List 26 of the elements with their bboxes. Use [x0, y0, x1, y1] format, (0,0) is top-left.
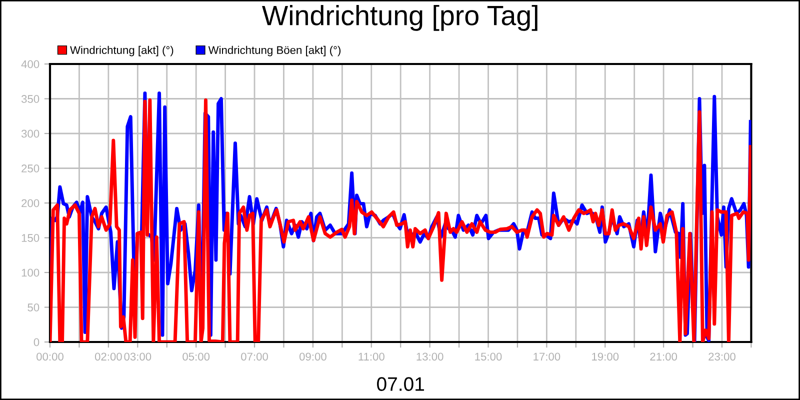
x-axis-title: 07.01 — [377, 377, 424, 391]
y-tick-label: 200 — [22, 199, 40, 208]
x-tick-label: 02:00 — [94, 352, 122, 361]
y-tick-label: 400 — [21, 60, 40, 68]
x-tick-label: 11:00 — [358, 352, 384, 361]
legend-label: Windrichtung [akt] (°) — [70, 46, 174, 56]
x-tick-label: 15:00 — [475, 352, 502, 361]
x-tick-label: 21:00 — [650, 352, 678, 361]
y-tick-label: 50 — [28, 304, 40, 312]
y-tick-label: 300 — [21, 130, 40, 138]
x-tick-label: 23:00 — [708, 352, 736, 361]
y-tick-label: 100 — [22, 268, 40, 277]
x-tick-label: 19:00 — [592, 352, 619, 361]
x-tick-label: 00:00 — [36, 352, 64, 361]
chart-title: Windrichtung [pro Tag] — [262, 4, 538, 31]
x-tick-label: 13:00 — [416, 352, 444, 361]
x-tick-label: 07:00 — [241, 352, 268, 361]
y-tick-label: 0 — [34, 338, 40, 346]
x-tick-label: 17:00 — [534, 352, 560, 361]
y-tick-label: 150 — [22, 234, 40, 242]
x-tick-label: 05:00 — [182, 352, 210, 361]
y-tick-label: 350 — [21, 95, 40, 103]
x-tick-label: 09:00 — [299, 352, 326, 361]
x-tick-label: 03:00 — [124, 352, 152, 361]
y-tick-label: 250 — [22, 164, 40, 172]
legend-label: Windrichtung Böen [akt] (°) — [208, 46, 340, 56]
